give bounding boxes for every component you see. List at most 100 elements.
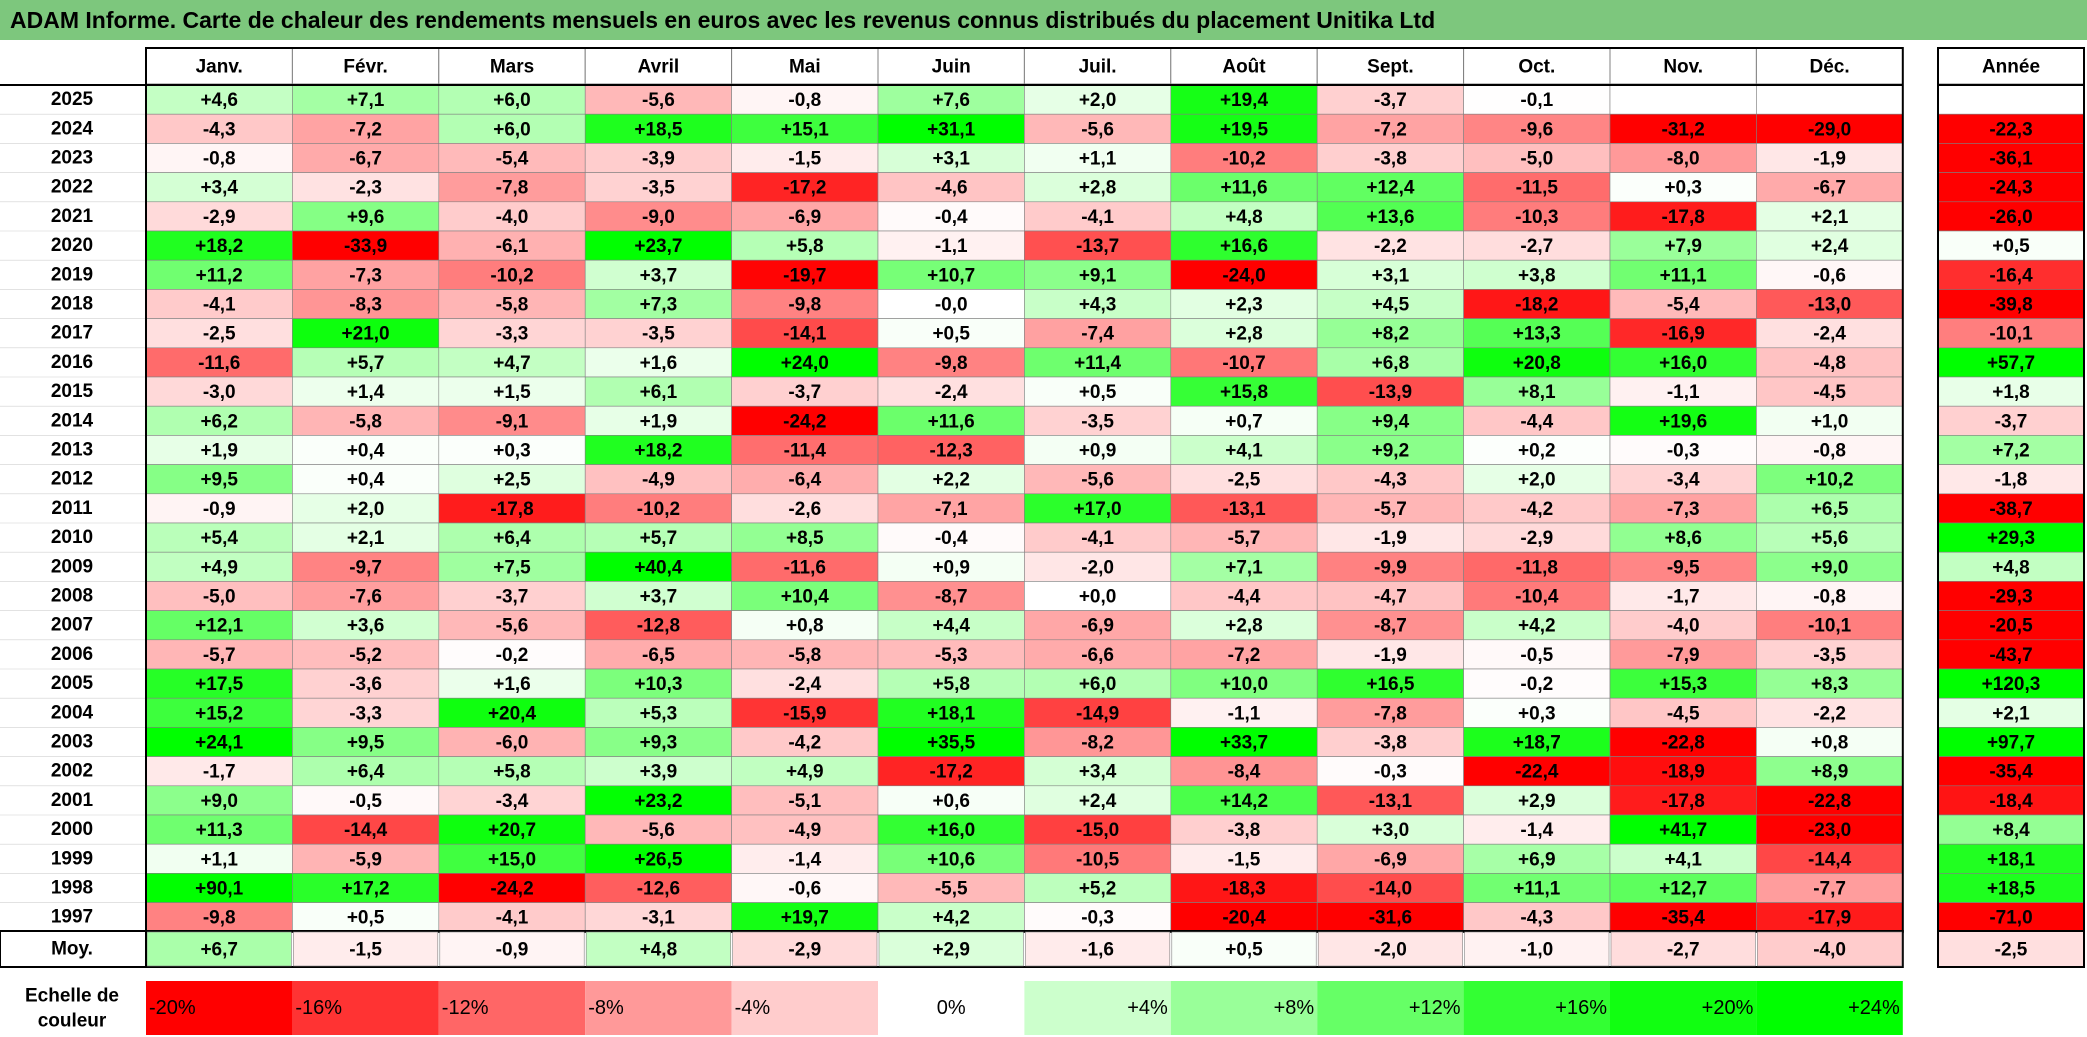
average-cell [585,931,731,967]
heatmap-cell [731,289,879,319]
heatmap-cell [1170,435,1318,465]
heatmap-cell [584,610,732,641]
heatmap-cell-value: +13,3 [1513,324,1561,345]
heatmap-cell-value: +9,3 [640,733,678,754]
annual-cell-value: -22,3 [1989,119,2032,140]
heatmap-cell-value: -31,2 [1662,119,1705,140]
heatmap-cell [1024,639,1172,670]
month-header-cell [1170,47,1318,85]
heatmap-cell-value: +0,8 [786,616,824,637]
heatmap-cell [1170,785,1318,816]
heatmap-cell [145,201,293,232]
heatmap-cell [1756,347,1904,378]
average-cell-value: +2,9 [932,940,970,961]
heatmap-cell [1170,873,1318,903]
year-label: 1997 [51,907,93,928]
heatmap-cell-value: +9,5 [200,470,238,491]
heatmap-cell-value: -5,8 [788,645,821,666]
heatmap-cell-value: +1,9 [200,441,238,462]
scale-swatch [878,981,1025,1035]
annual-cell [1937,727,2085,757]
scale-swatch-label: +24% [1848,997,1900,1019]
year-label: 2020 [51,235,93,256]
heatmap-cell-value: -4,1 [203,295,236,316]
heatmap-cell [438,814,586,845]
heatmap-cell [1609,376,1757,407]
heatmap-cell-value: +17,5 [195,674,244,695]
heatmap-cell [1316,522,1464,553]
heatmap-cell [584,405,732,436]
heatmap-cell [1170,727,1318,757]
heatmap-cell-value: +0,6 [932,791,970,812]
heatmap-cell-value: +9,1 [1079,265,1117,286]
heatmap-cell-value: -10,5 [1076,849,1120,870]
heatmap-cell-value: -0,6 [1813,265,1846,286]
heatmap-cell-value: +0,5 [1079,382,1117,403]
average-cell-value: -2,9 [788,940,821,961]
heatmap-cell-value: -9,5 [1667,557,1700,578]
heatmap-cell-value: -4,1 [1081,207,1114,228]
heatmap-cell-value: -12,6 [637,879,680,900]
annual-cell-value: -29,3 [1989,587,2032,608]
heatmap-cell [292,581,440,611]
heatmap-cell-value: -14,1 [783,324,827,345]
heatmap-cell-value: -6,1 [496,236,529,257]
heatmap-cell-value: -0,0 [935,295,968,316]
heatmap-cell-value: -3,5 [1081,411,1114,432]
heatmap-cell [877,785,1025,816]
heatmap-cell [877,405,1025,436]
heatmap-cell [1463,493,1611,524]
heatmap-cell-value: +17,2 [342,879,390,900]
heatmap-cell [1316,814,1464,845]
heatmap-cell-value: -3,5 [642,324,675,345]
heatmap-cell-value: -8,2 [1081,733,1114,754]
heatmap-cell-value: +2,0 [1079,90,1117,111]
scale-swatch-label: +4% [1127,997,1168,1019]
heatmap-cell-value: +12,7 [1659,879,1707,900]
heatmap-cell [1024,113,1172,144]
heatmap-cell-value: +6,9 [1518,849,1556,870]
heatmap-cell [292,493,440,524]
heatmap-cell [731,581,879,611]
heatmap-cell [1609,756,1757,787]
heatmap-cell-value: +16,0 [927,820,975,841]
annual-cell [1937,318,2085,349]
heatmap-cell [145,727,293,757]
annual-cell [1937,843,2085,874]
heatmap-cell-value: -19,7 [783,265,826,286]
heatmap-cell [731,551,879,582]
heatmap-cell-value: -13,1 [1222,499,1266,520]
heatmap-cell-value: -1,7 [203,762,236,783]
heatmap-cell [584,902,732,933]
month-header-label: Déc. [1810,57,1850,78]
scale-swatch-label: -20% [149,997,196,1019]
heatmap-cell [731,113,879,144]
heatmap-cell-value: +3,7 [640,265,678,286]
heatmap-cell-value: -13,9 [1369,382,1412,403]
heatmap-cell-value: +18,2 [634,441,682,462]
heatmap-cell [292,464,440,495]
heatmap-cell-value: -2,5 [203,324,236,345]
heatmap-cell-value: +19,4 [1220,90,1269,111]
heatmap-cell [1609,581,1757,611]
heatmap-cell-value: -4,3 [1520,908,1553,929]
heatmap-cell-value: +4,8 [1225,207,1263,228]
heatmap-cell-value: -2,0 [1081,557,1114,578]
heatmap-cell-value: -10,4 [1515,587,1559,608]
heatmap-cell-value: -4,0 [1667,616,1700,637]
heatmap-cell-value: -5,4 [496,149,529,170]
heatmap-cell-value: -29,0 [1808,119,1851,140]
heatmap-cell-value: +11,6 [1220,178,1267,199]
heatmap-cell-value: -24,2 [783,411,826,432]
heatmap-cell-value: -24,2 [490,879,533,900]
heatmap-cell-value: -9,7 [349,557,382,578]
heatmap-cell-value: -5,2 [349,645,382,666]
heatmap-cell-value: -8,4 [1228,762,1261,783]
heatmap-cell [438,902,586,933]
heatmap-cell [1316,230,1464,261]
heatmap-cell-value: -17,2 [930,762,973,783]
heatmap-cell-value: -6,9 [788,207,821,228]
annual-cell-value: +18,1 [1987,849,2036,870]
heatmap-cell [1024,464,1172,495]
average-cell-value: -4,0 [1813,940,1846,961]
